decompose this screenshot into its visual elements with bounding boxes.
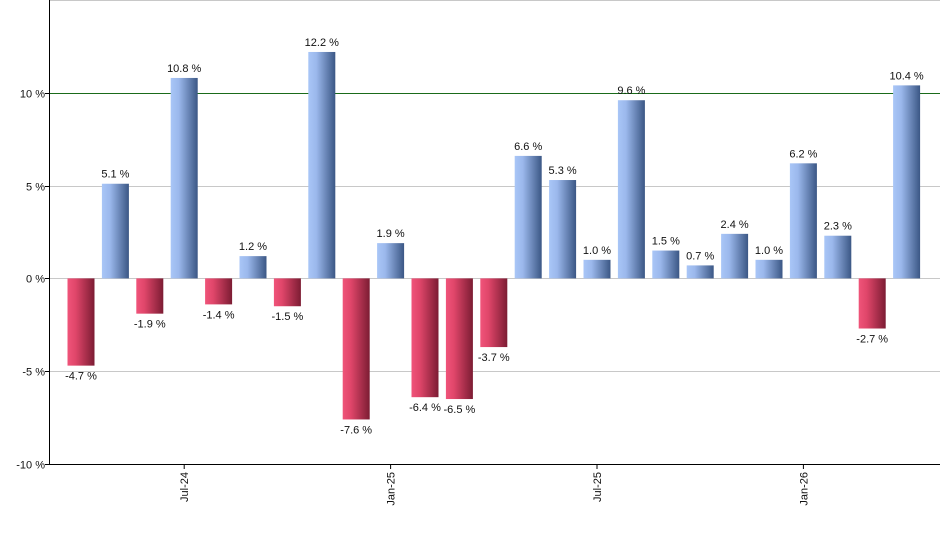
data-label: -1.9 %	[134, 319, 166, 331]
bar	[549, 180, 577, 279]
data-label: -4.7 %	[65, 371, 97, 383]
y-tick-label: 0 %	[26, 274, 45, 286]
data-label: -6.4 %	[409, 402, 441, 414]
x-tick-label: Jul-25	[592, 472, 604, 502]
data-label: 10.8 %	[167, 63, 201, 75]
bar	[721, 233, 749, 279]
bar	[893, 85, 921, 279]
x-tick-label: Jan-25	[386, 472, 398, 506]
data-label: 6.6 %	[514, 141, 542, 153]
data-label: -1.5 %	[272, 311, 304, 323]
data-label: -6.5 %	[444, 404, 476, 416]
data-label: 1.9 %	[377, 228, 405, 240]
data-label: 9.6 %	[617, 85, 645, 97]
bar	[858, 278, 886, 329]
data-label: -2.7 %	[856, 334, 888, 346]
x-tick-label: Jan-26	[798, 472, 810, 506]
data-label: 5.1 %	[101, 169, 129, 181]
bar	[480, 278, 508, 348]
data-label: -3.7 %	[478, 352, 510, 364]
data-label: -1.4 %	[203, 309, 235, 321]
bar	[101, 183, 129, 279]
data-label: 1.5 %	[652, 236, 680, 248]
bar	[273, 278, 301, 307]
bar	[755, 259, 783, 279]
data-label: -7.6 %	[340, 424, 372, 436]
data-label: 5.3 %	[549, 165, 577, 177]
bar	[686, 265, 714, 279]
y-tick-label: -10 %	[16, 460, 45, 472]
bar	[789, 163, 817, 279]
bar	[583, 259, 611, 279]
bar	[445, 278, 473, 400]
data-label: 2.4 %	[721, 219, 749, 231]
bar	[377, 243, 405, 279]
bar	[342, 278, 370, 420]
bar	[824, 235, 852, 279]
data-label: 1.0 %	[755, 245, 783, 257]
bar	[67, 278, 95, 366]
bar	[308, 51, 336, 279]
bar	[239, 256, 267, 279]
y-tick-label: -5 %	[22, 367, 45, 379]
bar	[617, 100, 645, 279]
data-label: 1.2 %	[239, 241, 267, 253]
y-tick-label: 5 %	[26, 182, 45, 194]
bar	[136, 278, 164, 314]
bar	[514, 155, 542, 279]
data-label: 2.3 %	[824, 221, 852, 233]
bar	[170, 77, 198, 279]
data-label: 1.0 %	[583, 245, 611, 257]
data-label: 12.2 %	[305, 37, 339, 49]
data-label: 0.7 %	[686, 250, 714, 262]
y-tick-label: 10 %	[20, 89, 45, 101]
bar	[652, 250, 680, 279]
x-tick-label: Jul-24	[179, 472, 191, 502]
bar	[205, 278, 233, 305]
bar	[411, 278, 439, 398]
data-label: 6.2 %	[789, 148, 817, 160]
data-label: 10.4 %	[889, 70, 923, 82]
